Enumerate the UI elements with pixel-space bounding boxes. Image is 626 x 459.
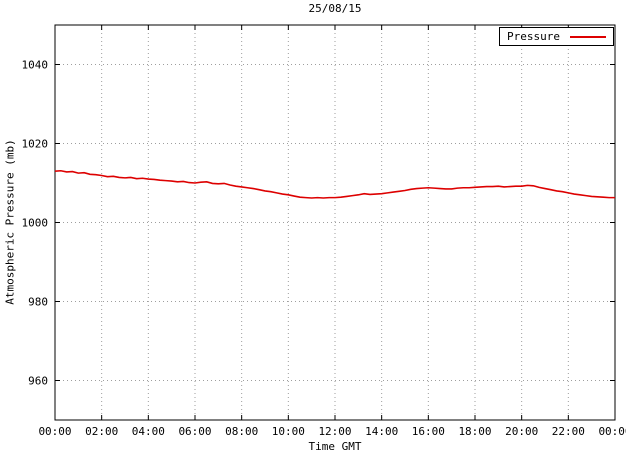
x-tick-label: 22:00	[552, 425, 585, 438]
legend-line-sample	[570, 35, 606, 38]
y-tick-label: 980	[28, 296, 48, 309]
x-tick-label: 14:00	[365, 425, 398, 438]
pressure-series-line	[54, 169, 615, 199]
x-tick-label: 02:00	[85, 425, 118, 438]
y-tick-label: 1000	[22, 217, 49, 230]
x-tick-label: 12:00	[318, 425, 351, 438]
y-tick-label: 960	[28, 375, 48, 388]
y-tick-label: 1020	[22, 138, 49, 151]
x-axis-label: Time GMT	[308, 440, 362, 453]
x-tick-label: 16:00	[412, 425, 445, 438]
y-tick-label: 1040	[22, 59, 49, 72]
x-tick-label: 18:00	[458, 425, 491, 438]
y-axis-label: Atmospheric Pressure (mb)	[3, 139, 17, 305]
x-tick-label: 00:00	[38, 425, 71, 438]
chart-title: 25/08/15	[308, 2, 362, 15]
x-tick-label: 20:00	[505, 425, 538, 438]
x-tick-label: 06:00	[178, 425, 211, 438]
x-tick-label: 00:00	[598, 425, 626, 438]
x-tick-label: 10:00	[272, 425, 305, 438]
legend: Pressure	[499, 27, 614, 46]
x-tick-label: 04:00	[132, 425, 165, 438]
x-tick-label: 08:00	[225, 425, 258, 438]
legend-entry-label: Pressure	[507, 30, 560, 43]
